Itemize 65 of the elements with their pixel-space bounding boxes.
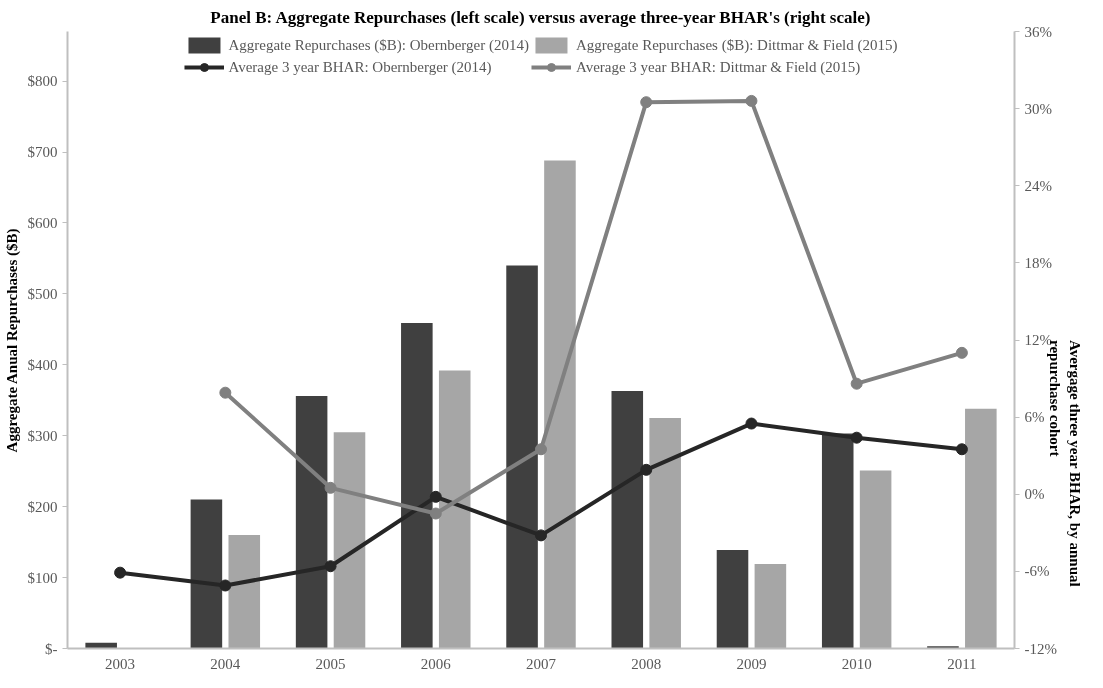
y2-tick-label: 24% <box>1024 177 1052 194</box>
bar <box>649 418 681 649</box>
point <box>324 481 337 494</box>
bar <box>927 646 959 649</box>
point <box>114 566 127 579</box>
point <box>850 431 863 444</box>
legend-label: Average 3 year BHAR: Dittmar & Field (2015) <box>575 58 861 76</box>
x-tick-label: 2011 <box>947 655 977 672</box>
point <box>429 490 442 503</box>
bar <box>333 432 366 649</box>
point <box>955 443 968 456</box>
x-tick-label: 2003 <box>105 655 136 672</box>
y-tick-label: $100 <box>27 569 58 586</box>
legend-label: Average 3 year BHAR: Obernberger (2014) <box>228 58 492 76</box>
point <box>535 529 547 542</box>
point <box>745 417 758 430</box>
x-tick-label: 2009 <box>736 655 767 672</box>
point <box>535 443 547 456</box>
y-tick-label: $- <box>45 640 58 657</box>
y2-tick-label: 18% <box>1024 254 1052 271</box>
bar <box>190 499 223 649</box>
bar <box>401 322 433 649</box>
bar <box>611 391 644 649</box>
y2-tick-label: 30% <box>1024 100 1052 117</box>
y-axis-title: Aggregate Anual Repurchases ($B) <box>3 228 21 453</box>
x-tick-label: 2005 <box>315 655 346 672</box>
y2-tick-label: -12% <box>1024 640 1057 657</box>
y2-tick-label: 0% <box>1024 486 1045 503</box>
x-tick-label: 2006 <box>420 655 452 672</box>
point <box>850 377 863 390</box>
legend-label: Aggregate Repurchases ($B): Dittmar & Field (2015) <box>575 36 898 54</box>
y-tick-label: $500 <box>27 285 58 302</box>
point <box>640 463 653 476</box>
y2-tick-label: 6% <box>1024 409 1045 426</box>
bar <box>754 564 787 649</box>
point <box>955 346 968 359</box>
point <box>324 560 337 573</box>
y-tick-label: $400 <box>27 356 58 373</box>
bar <box>965 408 997 649</box>
bar <box>228 535 261 649</box>
point <box>219 579 232 592</box>
chart-title: Panel B: Aggregate Repurchases (left scale) versus average three-year BHAR's (right scale) <box>210 7 871 27</box>
point <box>219 386 232 399</box>
y2-tick-label: -6% <box>1024 563 1050 580</box>
x-tick-label: 2010 <box>841 655 872 672</box>
legend-label: Aggregate Repurchases ($B): Obernberger (2014) <box>228 36 529 54</box>
y-tick-label: $300 <box>27 427 58 444</box>
point <box>745 94 758 107</box>
x-tick-label: 2007 <box>526 655 557 672</box>
point <box>640 96 653 109</box>
x-tick-label: 2004 <box>210 655 241 672</box>
y-tick-label: $600 <box>27 214 58 231</box>
y2-tick-label: 36% <box>1024 23 1052 40</box>
y-tick-label: $800 <box>27 73 58 90</box>
bar <box>438 370 471 649</box>
bar <box>544 160 576 649</box>
bar <box>295 396 328 649</box>
bar <box>716 549 749 649</box>
x-tick-label: 2008 <box>631 655 662 672</box>
bar <box>859 470 892 649</box>
bar <box>821 433 854 649</box>
point <box>429 507 442 520</box>
y-tick-label: $700 <box>27 144 58 161</box>
y-tick-label: $200 <box>27 498 58 515</box>
bar <box>506 265 538 649</box>
